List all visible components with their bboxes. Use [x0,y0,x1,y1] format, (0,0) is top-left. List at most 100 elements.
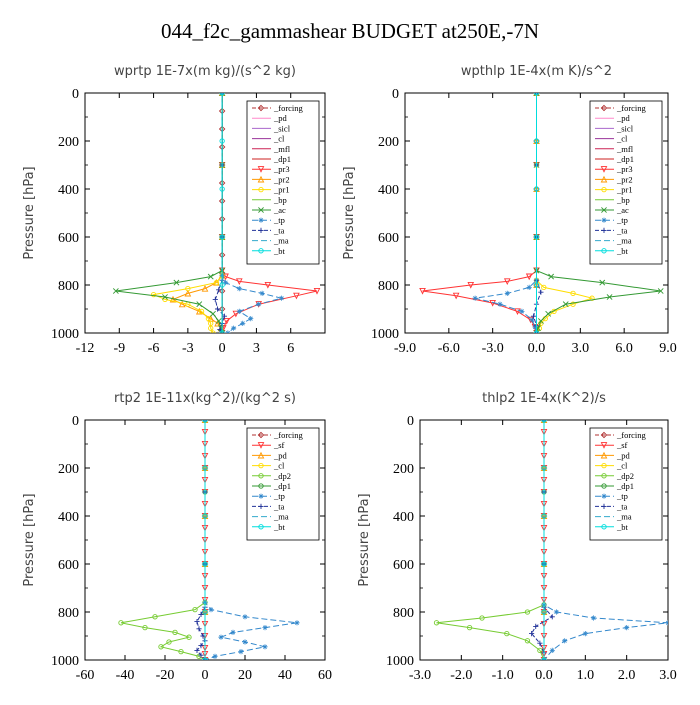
legend-marker [601,227,607,233]
series-point-tp [248,316,254,322]
legend-marker [601,462,607,469]
series-point-ac [196,301,203,308]
x-tick-label: 0 [202,668,209,683]
legend-marker [601,207,607,213]
legend-marker [601,473,607,479]
legend-label: _pr2 [616,174,633,184]
legend-marker [258,207,264,213]
legend-label: _pr3 [616,164,633,174]
series-point-ac [562,301,569,308]
series-point-ac [218,325,224,332]
series-point-ta [549,614,555,620]
series-point-ta [216,287,222,293]
series-point-tp [240,320,246,326]
series-point-dp2 [192,606,198,613]
y-tick-label: 800 [393,606,414,621]
y-tick-label: 0 [407,414,414,429]
series-point-tp [212,653,218,659]
series-point-ta [194,619,200,625]
legend-label: _forcing [273,430,304,440]
series-point-bt [533,93,540,96]
legend-label: _bt [273,522,286,532]
x-tick-label: 2.0 [618,668,636,683]
legend-label: _ma [616,236,632,246]
legend-marker [258,493,264,499]
series-point-pr1 [208,325,214,331]
legend-marker [257,166,265,173]
y-tick-label: 1000 [51,654,79,669]
y-tick-label: 400 [58,183,79,198]
x-tick-label: -9.0 [394,341,416,356]
legend-label: _sf [616,440,628,450]
x-tick-label: 3.0 [572,341,590,356]
series-point-dp2 [178,648,184,655]
series-point-dp2 [166,639,172,645]
y-tick-label: 200 [393,462,414,477]
legend-label: _pr3 [273,164,290,174]
series-line-pr1 [536,93,594,333]
series-point-tp [262,644,268,650]
legend-label: _sicl [273,123,291,133]
series-point-bt [541,561,547,567]
series-point-pr3 [452,292,460,300]
series-point-bt [541,420,547,423]
series-point-pr3 [293,292,300,300]
legend-label: _pd [273,113,288,123]
series-point-ac [207,273,214,280]
series-line-tp [474,93,537,333]
legend-marker [258,186,264,193]
legend-marker [258,462,264,469]
legend-label: _bp [273,195,287,205]
series-point-bt [219,234,225,240]
legend-marker [600,431,608,439]
series-point-ac [215,318,222,324]
panel-title: wpthlp 1E-4x(m K)/s^2 [461,64,612,79]
x-tick-label: 6.0 [615,341,633,356]
x-tick-label: 40 [278,668,292,683]
series-point-pr2 [178,300,186,308]
legend-marker [600,451,608,459]
series-point-dp2 [152,614,158,620]
y-tick-label: 1000 [51,327,79,342]
series-point-bt [219,330,225,333]
legend-label: _forcing [616,103,647,113]
series-point-tp [294,620,300,626]
y-axis-label: Pressure [hPa] [22,166,37,259]
series-point-ta [212,296,218,302]
legend-label: _tp [616,491,628,501]
legend-marker [600,166,608,173]
series-point-tp [562,638,568,644]
series-line-tp [221,93,282,333]
series-point-dp2 [479,615,485,621]
x-tick-label: -1.0 [492,668,514,683]
x-tick-label: 20 [238,668,252,683]
series-point-ta [196,626,202,632]
legend-box [246,427,320,541]
series-point-dp2 [524,609,531,615]
legend-marker [601,217,607,223]
series-point-dp2 [524,638,531,644]
series-point-tp [624,625,630,631]
series-point-bt [202,657,208,660]
series-point-bt [202,465,208,471]
legend-marker [258,248,264,254]
panel-3: rtp2 1E-11x(kg^2)/(kg^2 s) Pressure [hPa]… [22,391,332,683]
legend-label: _bt [616,246,629,256]
series-group [433,420,668,660]
series-point-pr1 [541,284,547,291]
legend-label: _sf [273,440,285,450]
legend-label: _ta [616,501,628,511]
series-point-dp2 [186,634,192,640]
series-point-pr1 [150,291,157,298]
legend-label: _bp [616,195,630,205]
series-point-tp [242,614,248,620]
legend-marker [600,175,608,183]
series-group [419,93,664,333]
series-point-pr3 [503,278,511,286]
series-point-dp2 [172,629,178,636]
panel-title: wprtp 1E-7x(m kg)/(s^2 kg) [114,64,296,79]
y-axis-label: Pressure [hPa] [22,493,37,586]
legend-label: _pr2 [273,174,290,184]
series-point-ac [548,273,555,280]
